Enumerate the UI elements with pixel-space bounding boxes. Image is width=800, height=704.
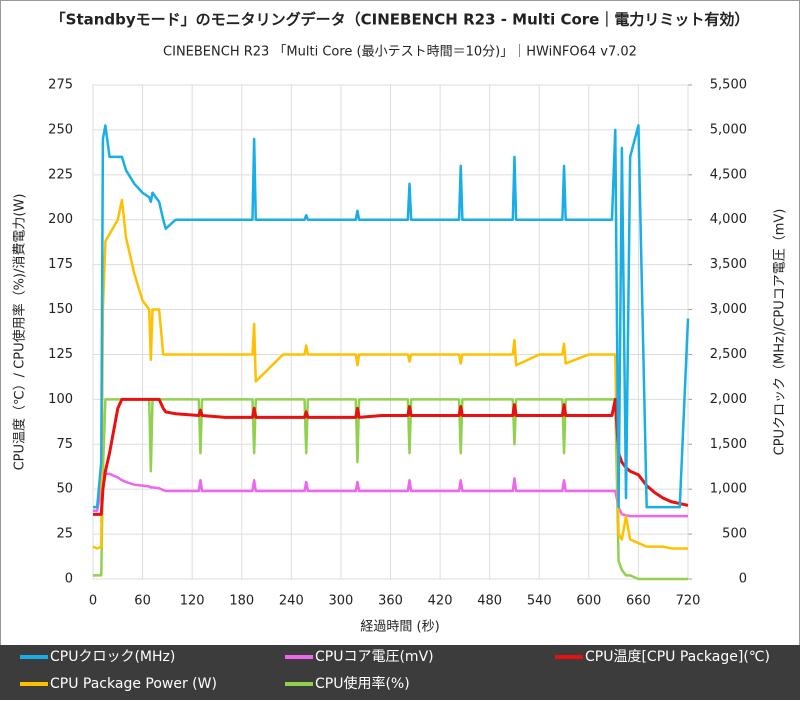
- y2-tick-label: 4,000: [710, 212, 747, 227]
- legend-background: [0, 645, 800, 700]
- x-tick-label: 300: [329, 594, 354, 609]
- x-tick-label: 720: [676, 594, 701, 609]
- x-axis-label: 経過時間 (秒): [360, 620, 439, 635]
- legend: CPUクロック(MHz) CPUコア電圧(mV) CPU温度[CPU Package…: [20, 649, 770, 692]
- y2-tick-label: 2,500: [710, 347, 747, 362]
- chart-title: 「Standbyモード」のモニタリングデータ（CINEBENCH R23 - M…: [51, 11, 750, 29]
- x-tick-label: 360: [378, 594, 403, 609]
- y-tick-label: 0: [65, 572, 73, 587]
- plot-area: 0 25 50 75 100 125 150 175 200 225 250 275 0 500 1,000…: [48, 78, 747, 609]
- y-tick-label: 225: [48, 167, 73, 182]
- y-tick-label: 250: [48, 122, 73, 137]
- legend-label: CPU使用率(%): [315, 675, 410, 692]
- y-tick-label: 125: [48, 347, 73, 362]
- legend-label: CPUコア電圧(mV): [315, 649, 434, 665]
- y-tick-label: 75: [56, 437, 73, 452]
- y-tick-label: 25: [56, 527, 73, 542]
- x-tick-label: 180: [229, 594, 254, 609]
- x-tick-label: 120: [180, 594, 205, 609]
- y2-tick-label: 3,500: [710, 257, 747, 272]
- x-tick-label: 420: [428, 594, 453, 609]
- y-tick-label: 275: [48, 78, 73, 93]
- legend-label: CPUクロック(MHz): [50, 649, 175, 665]
- y2-tick-label: 500: [722, 527, 747, 542]
- series-line: [93, 124, 690, 509]
- y-tick-label: 175: [48, 257, 73, 272]
- y2-tick-label: 2,000: [710, 392, 747, 407]
- legend-label: CPU Package Power (W): [50, 676, 217, 692]
- y2-tick-label: 0: [739, 572, 747, 587]
- y2-axis-label: CPUクロック（MHz)/CPUコア電圧（mV): [773, 209, 788, 456]
- chart-subtitle: CINEBENCH R23 「Multi Core (最小テスト時間＝10分)」…: [163, 45, 637, 60]
- x-tick-label: 240: [279, 594, 304, 609]
- y-tick-label: 100: [48, 392, 73, 407]
- legend-label: CPU温度[CPU Package](℃): [585, 649, 770, 665]
- y-tick-label: 150: [48, 302, 73, 317]
- y2-tick-label: 3,000: [710, 302, 747, 317]
- y2-tick-label: 1,000: [710, 482, 747, 497]
- x-tick-label: 600: [576, 594, 601, 609]
- y2-tick-label: 5,000: [710, 122, 747, 137]
- y2-tick-label: 4,500: [710, 167, 747, 182]
- x-tick-label: 660: [626, 594, 651, 609]
- x-tick-label: 0: [89, 594, 97, 609]
- y-tick-label: 50: [56, 482, 73, 497]
- y2-tick-label: 5,500: [710, 78, 747, 93]
- x-tick-label: 480: [477, 594, 502, 609]
- y-axis-label: CPU温度（℃）/ CPU使用率（%)/消費電力(W): [12, 194, 28, 471]
- y2-tick-label: 1,500: [710, 437, 747, 452]
- x-tick-label: 540: [527, 594, 552, 609]
- y-tick-label: 200: [48, 212, 73, 227]
- x-tick-label: 60: [134, 594, 151, 609]
